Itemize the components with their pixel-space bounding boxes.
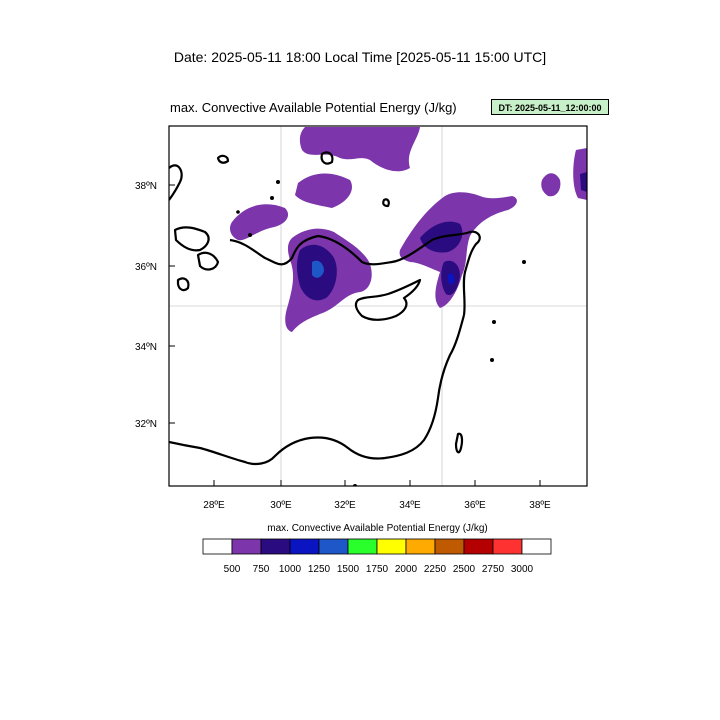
- colorbar-label: 2250: [423, 564, 447, 575]
- longitude-ticks: 28ºE 30ºE 32ºE 34ºE 36ºE 38ºE: [203, 480, 551, 511]
- lat-tick-label: 34ºN: [135, 342, 157, 353]
- map-title: max. Convective Available Potential Ener…: [170, 100, 457, 115]
- latitude-ticks: 32ºN 34ºN 36ºN 38ºN: [135, 181, 175, 430]
- colorbar-swatch: [463, 538, 494, 555]
- date-title: Date: 2025-05-11 18:00 Local Time [2025-…: [173, 49, 547, 65]
- colorbar-label: 3000: [510, 564, 534, 575]
- colorbar-label: 500: [223, 564, 241, 575]
- lat-tick-label: 38ºN: [135, 181, 157, 192]
- colorbar-swatch: [434, 538, 465, 555]
- cape-field: [230, 127, 587, 332]
- colorbar-swatch: [318, 538, 349, 555]
- cape-area-west: [230, 204, 289, 241]
- colorbar-swatch: [289, 538, 320, 555]
- colorbar-label: 750: [252, 564, 270, 575]
- coastlines: [169, 151, 481, 466]
- lon-tick-label: 38ºE: [529, 500, 551, 511]
- colorbar-label: 2500: [452, 564, 476, 575]
- colorbar: [202, 538, 552, 555]
- colorbar-swatch: [260, 538, 291, 555]
- colorbar-label: 2750: [481, 564, 505, 575]
- colorbar-swatch: [521, 538, 552, 555]
- lon-tick-label: 36ºE: [464, 500, 486, 511]
- colorbar-label: 1250: [307, 564, 331, 575]
- colorbar-label: 1000: [278, 564, 302, 575]
- map-frame: [168, 125, 588, 487]
- dt-badge: DT: 2025-05-11_12:00:00: [491, 99, 609, 115]
- cape-area-north2: [295, 173, 352, 208]
- small-islands: [236, 180, 526, 486]
- cape-area-north: [299, 127, 420, 172]
- cape-area-fareast-dark: [580, 172, 587, 192]
- colorbar-swatch: [376, 538, 407, 555]
- lon-tick-label: 28ºE: [203, 500, 225, 511]
- colorbar-title: max. Convective Available Potential Ener…: [267, 523, 488, 534]
- colorbar-swatch: [347, 538, 378, 555]
- cape-area-east: [399, 192, 517, 308]
- lat-tick-label: 36ºN: [135, 262, 157, 273]
- lon-tick-label: 32ºE: [334, 500, 356, 511]
- lon-tick-label: 30ºE: [270, 500, 292, 511]
- colorbar-swatch: [492, 538, 523, 555]
- lon-tick-label: 34ºE: [399, 500, 421, 511]
- lat-tick-label: 32ºN: [135, 419, 157, 430]
- colorbar-label: 1500: [336, 564, 360, 575]
- colorbar-label: 1750: [365, 564, 389, 575]
- colorbar-swatch: [202, 538, 233, 555]
- cape-area-east-blue: [448, 273, 455, 285]
- cape-area-fareast: [541, 173, 561, 197]
- colorbar-swatch: [231, 538, 262, 555]
- colorbar-label: 2000: [394, 564, 418, 575]
- cape-area-central-blue: [312, 260, 324, 278]
- colorbar-swatch: [405, 538, 436, 555]
